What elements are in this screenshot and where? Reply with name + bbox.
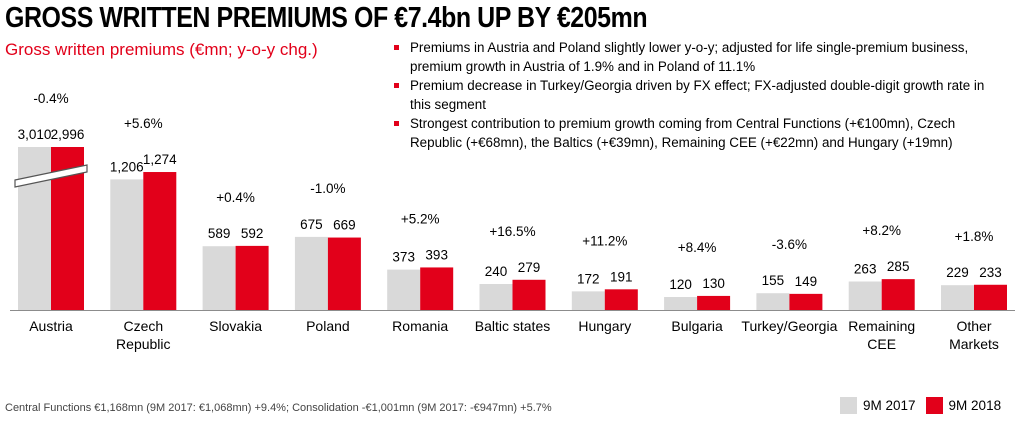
bar-9m-2018 <box>789 293 823 310</box>
bar-9m-2018 <box>974 284 1007 310</box>
value-label: 675 <box>300 217 323 232</box>
category-label: CEE <box>867 336 896 352</box>
category-label: Czech <box>123 318 163 334</box>
bullet-item: Premiums in Austria and Poland slightly … <box>393 38 993 76</box>
value-label: 120 <box>669 277 692 292</box>
value-label: 592 <box>241 226 264 241</box>
category-label: Other <box>956 318 991 334</box>
change-label: +0.4% <box>216 190 255 205</box>
value-label: 233 <box>979 265 1002 280</box>
bar-9m-2017 <box>571 291 605 310</box>
chart-legend: 9M 2017 9M 2018 <box>840 397 1011 414</box>
value-label: 669 <box>333 218 356 233</box>
bar-9m-2017 <box>756 293 790 310</box>
bar-9m-2018 <box>881 279 915 310</box>
legend-swatch-curr <box>925 397 943 414</box>
legend-swatch-prev <box>840 397 857 414</box>
bar-9m-2017 <box>110 179 144 310</box>
legend-item-prev: 9M 2017 <box>840 397 916 414</box>
bar-9m-2018 <box>143 172 177 310</box>
bar-chart: 3,010 2,996 -0.4% Austria 1,206 1,274 +5.6% Cze… <box>10 91 1015 352</box>
value-label: 373 <box>392 250 415 265</box>
change-label: -1.0% <box>310 181 345 196</box>
category-label: Republic <box>116 336 170 352</box>
bar-9m-2017 <box>848 281 882 310</box>
change-label: -0.4% <box>33 91 68 106</box>
legend-label-prev: 9M 2017 <box>863 398 916 413</box>
footnote: Central Functions €1,168mn (9M 2017: €1,… <box>5 402 552 414</box>
value-label: 191 <box>610 269 633 284</box>
value-label: 240 <box>485 264 508 279</box>
bar-9m-2018 <box>420 267 454 310</box>
change-label: +16.5% <box>489 224 535 239</box>
value-label: 229 <box>946 265 969 280</box>
bullet-item: Premium decrease in Turkey/Georgia drive… <box>393 76 993 114</box>
value-label: 263 <box>854 262 877 277</box>
value-label: 172 <box>577 271 600 286</box>
value-label: 393 <box>425 247 448 262</box>
bar-9m-2017 <box>294 236 328 310</box>
bar-9m-2018 <box>235 245 269 310</box>
category-label: Poland <box>306 318 350 334</box>
category-label: Romania <box>392 318 448 334</box>
change-label: +5.2% <box>401 211 440 226</box>
bar-9m-2017 <box>387 269 421 310</box>
value-label: 285 <box>887 259 910 274</box>
value-label: 1,206 <box>110 159 144 174</box>
value-label: 149 <box>795 274 818 289</box>
bar-9m-2017 <box>202 246 236 310</box>
chart-title: Gross written premiums (€mn; y-o-y chg.) <box>5 40 318 59</box>
bullet-list: Premiums in Austria and Poland slightly … <box>393 38 993 152</box>
change-label: -3.6% <box>772 237 807 252</box>
value-label: 589 <box>208 226 231 241</box>
bar-9m-2018 <box>697 295 731 310</box>
bar-9m-2017 <box>18 147 51 310</box>
value-label: 1,274 <box>143 152 177 167</box>
change-label: +1.8% <box>955 229 994 244</box>
category-label: Baltic states <box>475 318 550 334</box>
legend-label-curr: 9M 2018 <box>948 398 1002 413</box>
bar-9m-2017 <box>479 284 513 310</box>
bar-9m-2017 <box>941 285 974 310</box>
category-label: Markets <box>949 336 999 352</box>
page-title: GROSS WRITTEN PREMIUMS OF €7.4bn UP BY €… <box>5 2 648 34</box>
category-label: Hungary <box>578 318 631 334</box>
category-label: Austria <box>29 318 73 334</box>
axis-break-mark <box>14 164 88 188</box>
value-label: 130 <box>702 276 725 291</box>
category-label: Bulgaria <box>671 318 723 334</box>
change-label: +5.6% <box>124 116 163 131</box>
value-label: 279 <box>518 260 541 275</box>
change-label: +8.2% <box>862 223 901 238</box>
bar-9m-2018 <box>604 289 638 310</box>
bar-9m-2018 <box>512 279 546 310</box>
category-label: Remaining <box>848 318 915 334</box>
value-label: 155 <box>762 273 785 288</box>
bar-9m-2018 <box>327 237 361 310</box>
value-label: 3,010 <box>18 127 52 142</box>
category-label: Slovakia <box>209 318 262 334</box>
bullet-item: Strongest contribution to premium growth… <box>393 114 993 152</box>
change-label: +8.4% <box>678 240 717 255</box>
category-label: Turkey/Georgia <box>741 318 837 334</box>
legend-item-curr: 9M 2018 <box>925 397 1002 414</box>
bar-9m-2017 <box>664 297 698 310</box>
value-label: 2,996 <box>51 127 85 142</box>
change-label: +11.2% <box>582 233 627 248</box>
